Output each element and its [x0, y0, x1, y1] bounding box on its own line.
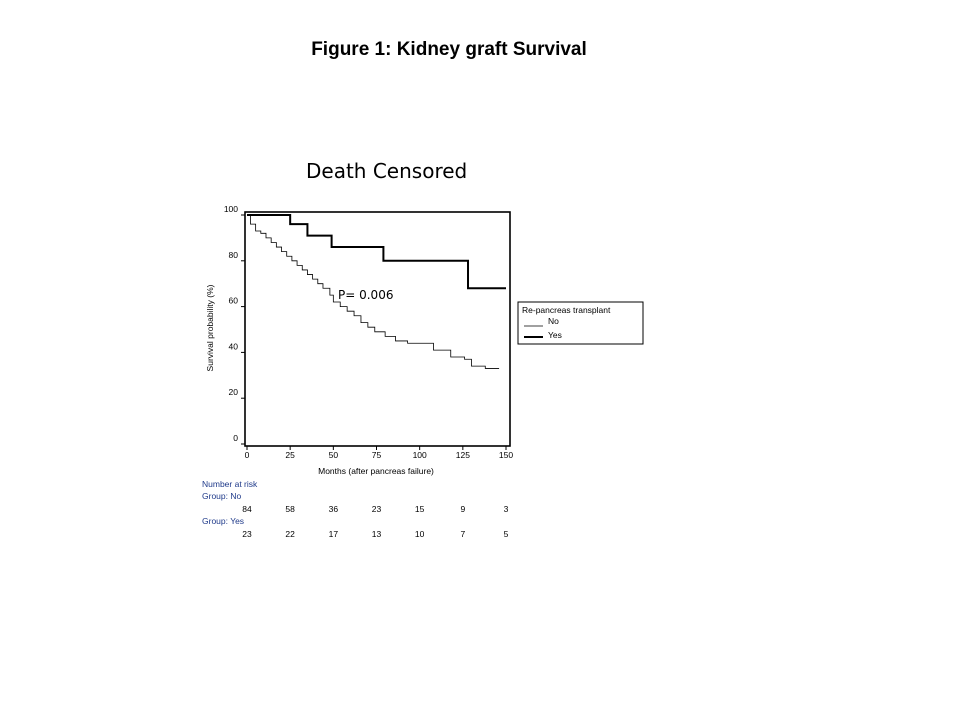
risk-group-yes-label: Group: Yes: [202, 516, 244, 526]
y-tick-label: 80: [229, 250, 239, 260]
figure-title: Figure 1: Kidney graft Survival: [311, 39, 587, 60]
risk-value: 15: [415, 504, 425, 514]
risk-value: 23: [372, 504, 382, 514]
risk-value: 9: [460, 504, 465, 514]
y-tick-label: 100: [224, 204, 238, 214]
y-axis-label: Survival probability (%): [205, 284, 215, 371]
plot-border: [244, 211, 511, 447]
series-line-yes: [247, 214, 506, 290]
risk-value: 23: [242, 529, 252, 539]
series-line-no: [247, 214, 500, 369]
x-tick-label: 0: [245, 450, 250, 460]
legend: Re-pancreas transplant No Yes: [517, 301, 644, 345]
risk-value: 36: [329, 504, 339, 514]
risk-value: 10: [415, 529, 425, 539]
y-tick-label: 40: [229, 341, 239, 351]
number-at-risk-table: Number at risk Group: No Group: Yes 84 58…: [202, 479, 509, 539]
risk-value: 84: [242, 504, 252, 514]
legend-entry-no: No: [548, 316, 559, 326]
risk-value: 3: [504, 504, 509, 514]
risk-value: 5: [504, 529, 509, 539]
axis-ticks: 0 25 50 75 100 125 150 0 20 40 60 80 100: [224, 204, 514, 460]
x-tick-label: 125: [456, 450, 470, 460]
plot-frame: [244, 211, 511, 447]
x-tick-label: 50: [329, 450, 339, 460]
risk-value: 17: [329, 529, 339, 539]
y-tick-label: 0: [233, 433, 238, 443]
chart-subtitle: Death Censored: [306, 159, 467, 183]
series-layer: [247, 214, 506, 369]
x-axis-label: Months (after pancreas failure): [318, 466, 434, 476]
risk-values: 84 58 36 23 15 9 3 23 22 17 13 10 7 5: [242, 504, 508, 539]
y-tick-label: 20: [229, 387, 239, 397]
risk-value: 13: [372, 529, 382, 539]
x-tick-label: 75: [372, 450, 382, 460]
x-tick-label: 100: [413, 450, 427, 460]
risk-heading: Number at risk: [202, 479, 258, 489]
legend-entry-yes: Yes: [548, 330, 562, 340]
risk-group-no-label: Group: No: [202, 491, 241, 501]
x-tick-label: 25: [285, 450, 295, 460]
risk-value: 58: [285, 504, 295, 514]
x-tick-label: 150: [499, 450, 513, 460]
legend-title: Re-pancreas transplant: [522, 305, 611, 315]
p-value-annotation: P= 0.006: [338, 288, 393, 302]
y-tick-label: 60: [229, 296, 239, 306]
risk-value: 22: [285, 529, 295, 539]
risk-value: 7: [460, 529, 465, 539]
